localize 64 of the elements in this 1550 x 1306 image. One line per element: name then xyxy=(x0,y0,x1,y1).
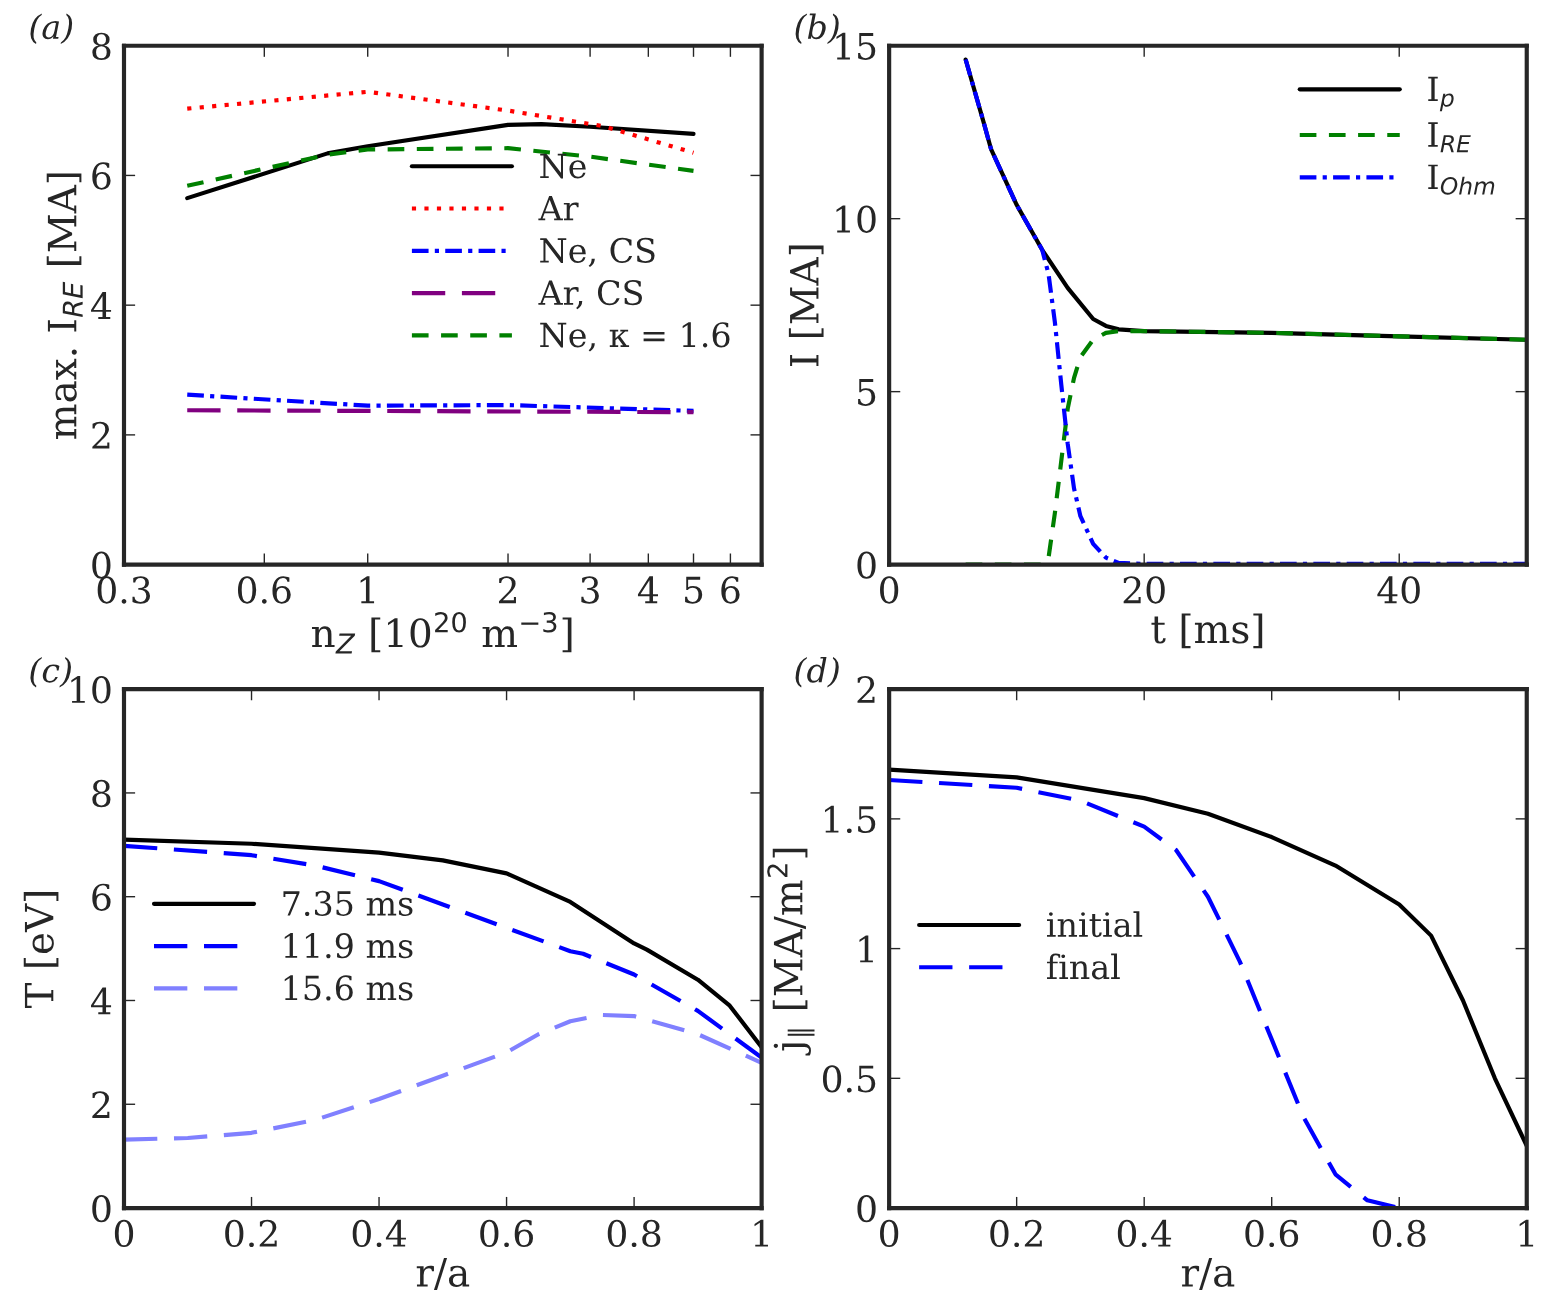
x-tick-label: 0.4 xyxy=(1117,1219,1172,1248)
chart-title: (d) xyxy=(795,656,839,688)
legend-label: Ne xyxy=(540,153,586,179)
y-tick-label: 0 xyxy=(857,551,876,579)
legend-label: 7.35 ms xyxy=(283,890,413,917)
y-tick-label: 6 xyxy=(92,162,111,190)
y-tick-label: 2 xyxy=(857,676,875,703)
x-tick-label: 0.8 xyxy=(607,1219,661,1248)
y-tick-label: 0.5 xyxy=(822,1065,876,1093)
x-tick-label: 4 xyxy=(637,576,658,604)
x-tick-label: 5 xyxy=(685,576,703,604)
y-tick-label: 8 xyxy=(92,32,111,60)
y-axis-title: I [MA] xyxy=(788,245,824,366)
legend-label: final xyxy=(1047,953,1120,980)
x-axis-title: t [ms] xyxy=(1151,613,1263,649)
legend-label: Ne, κ = 1.6 xyxy=(540,322,730,352)
legend-label: Ar xyxy=(538,195,579,221)
x-tick-label: 0.4 xyxy=(352,1219,406,1248)
y-tick-label: 4 xyxy=(91,987,112,1015)
y-axis-title: max. I$_{RE}$ [MA] xyxy=(46,173,83,439)
y-tick-label: 10 xyxy=(71,676,111,704)
x-tick-label: 2 xyxy=(498,576,516,604)
legend-label: I$_{RE}$ xyxy=(1428,122,1471,153)
y-tick-label: 6 xyxy=(92,883,111,911)
legend-label: 15.6 ms xyxy=(284,975,413,1001)
x-tick-label: 0.6 xyxy=(237,576,291,604)
y-tick-label: 4 xyxy=(91,292,112,319)
legend-label: I$_{p}$ xyxy=(1428,76,1454,112)
legend-label: I$_{Ohm}$ xyxy=(1428,164,1495,195)
x-tick-label: 0.2 xyxy=(990,1219,1042,1248)
chart-title: (a) xyxy=(30,13,73,44)
legend-label: Ar, CS xyxy=(538,279,642,310)
chart-title: (c) xyxy=(30,656,71,688)
x-tick-label: 0.8 xyxy=(1372,1219,1426,1248)
y-axis-title: j$_{∥}$ [MA/m$^{2}$] xyxy=(767,848,815,1056)
x-axis-title: r/a xyxy=(1181,1258,1235,1291)
y-tick-label: 0 xyxy=(857,1194,876,1223)
x-tick-label: 0.2 xyxy=(225,1219,277,1248)
legend-label: Ne, CS xyxy=(540,237,655,268)
x-tick-label: 1 xyxy=(1519,1219,1534,1247)
legend-label: initial xyxy=(1047,911,1143,938)
y-tick-label: 2 xyxy=(92,421,110,449)
y-tick-label: 0 xyxy=(92,1194,111,1223)
y-tick-label: 2 xyxy=(92,1091,110,1118)
x-tick-label: 0.6 xyxy=(480,1219,534,1248)
y-tick-label: 5 xyxy=(858,379,876,406)
x-tick-label: 40 xyxy=(1377,576,1420,604)
y-axis-title: T [eV] xyxy=(23,892,59,1009)
x-tick-label: 0 xyxy=(114,1219,134,1248)
x-tick-label: 0 xyxy=(880,1219,899,1248)
x-tick-label: 0 xyxy=(880,576,899,604)
y-tick-label: 1.5 xyxy=(825,805,876,834)
x-tick-label: 0.6 xyxy=(1245,1219,1299,1248)
y-tick-label: 8 xyxy=(92,779,111,808)
x-axis-title: n$_{Z}$ [10$^{20}$ m$^{−3}$] xyxy=(311,611,572,654)
y-tick-label: 1 xyxy=(859,935,873,963)
x-tick-label: 1 xyxy=(754,1219,768,1247)
x-tick-label: 1 xyxy=(360,576,375,604)
y-tick-label: 10 xyxy=(836,205,876,233)
x-tick-label: 20 xyxy=(1123,576,1165,604)
x-tick-label: 3 xyxy=(581,576,599,604)
legend-label: 11.9 ms xyxy=(284,933,413,959)
x-axis-title: r/a xyxy=(416,1258,470,1291)
x-tick-label: 6 xyxy=(721,576,740,604)
